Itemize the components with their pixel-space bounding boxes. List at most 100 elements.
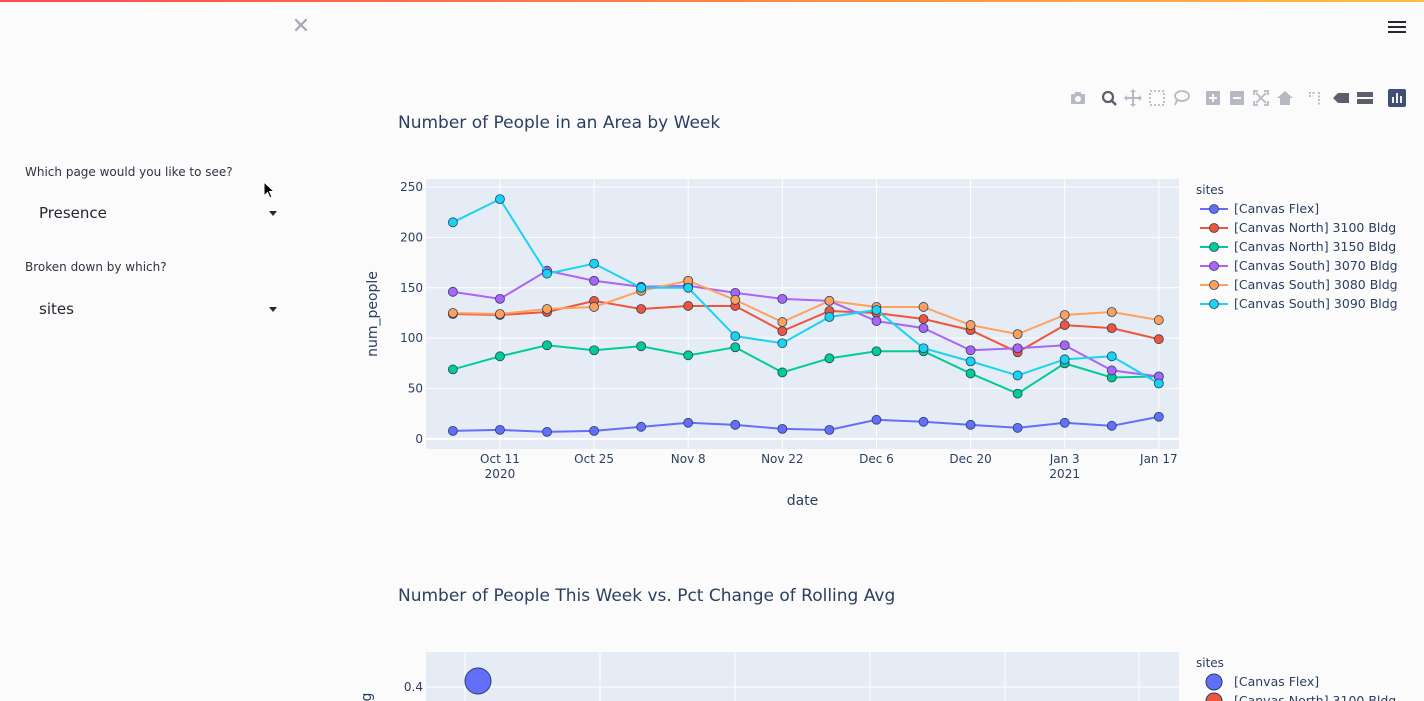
data-point	[871, 316, 882, 326]
data-point	[871, 302, 882, 312]
data-point	[636, 281, 647, 292]
y-tick-label: 50	[408, 382, 423, 396]
series-line	[452, 344, 1159, 395]
data-point	[495, 310, 505, 320]
legend-entry: [Canvas South] 3080 Bldg	[1234, 277, 1398, 292]
legend-marker	[1209, 242, 1219, 252]
data-point	[683, 417, 694, 428]
data-point	[1106, 420, 1117, 431]
page-select-value: Presence	[39, 204, 107, 222]
data-point	[1012, 370, 1023, 381]
data-point	[542, 265, 552, 276]
data-point	[542, 426, 552, 437]
x-axis-title: date	[787, 493, 819, 509]
breakdown-select[interactable]: sites	[25, 294, 285, 326]
data-point	[1012, 388, 1023, 399]
data-point	[965, 320, 976, 330]
data-point	[918, 302, 929, 312]
x-tick-label: Oct 11	[480, 452, 520, 466]
y-axis-title-2: g	[359, 693, 375, 701]
legend-entry: [Canvas North] 3100 Bldg	[1234, 220, 1396, 235]
legend-marker	[1209, 204, 1219, 214]
y-axis-title: num_people	[365, 271, 381, 357]
y-tick-label: 250	[400, 180, 423, 194]
data-point	[777, 326, 788, 337]
x-tick-label: Dec 6	[859, 452, 894, 466]
box-select-icon[interactable]	[1147, 88, 1167, 108]
zoom-out-icon[interactable]	[1227, 88, 1247, 108]
top-decoration-bar	[0, 0, 1424, 2]
data-point	[1059, 310, 1070, 320]
y-tick-label: 0	[415, 432, 423, 446]
plot-area	[426, 179, 1179, 449]
legend-title-2: sites	[1196, 656, 1224, 670]
x-tick-label: Dec 20	[949, 452, 991, 466]
hamburger-menu-icon[interactable]	[1386, 18, 1408, 38]
legend-marker-2	[1205, 692, 1223, 701]
lasso-select-icon[interactable]	[1171, 88, 1191, 108]
data-point	[965, 368, 976, 379]
data-point	[824, 312, 835, 322]
data-point	[777, 423, 788, 434]
legend-marker	[1209, 280, 1219, 290]
data-point	[589, 258, 599, 269]
data-point	[730, 301, 741, 311]
data-point	[636, 282, 647, 293]
data-point	[777, 293, 788, 304]
data-point	[1106, 372, 1117, 383]
data-point	[918, 323, 929, 334]
data-point	[965, 419, 976, 430]
plotly-logo-icon[interactable]	[1387, 88, 1407, 108]
series-line	[452, 299, 1160, 354]
zoom-icon[interactable]	[1099, 88, 1119, 108]
x-tick-label: Nov 22	[761, 452, 804, 466]
data-point	[777, 338, 788, 349]
data-point	[542, 307, 552, 317]
data-point	[730, 342, 741, 353]
mouse-pointer-icon	[263, 181, 275, 199]
chart-title: Number of People in an Area by Week	[398, 113, 721, 133]
plot-area-2	[426, 652, 1179, 701]
chevron-down-icon	[269, 307, 277, 312]
y-tick-label: 150	[400, 281, 423, 295]
data-point	[918, 343, 929, 354]
data-point	[636, 304, 647, 314]
series-line	[452, 415, 1160, 433]
data-point	[447, 309, 458, 319]
data-point	[871, 346, 882, 357]
data-point	[1012, 422, 1023, 433]
chevron-down-icon	[269, 211, 277, 216]
reset-axes-icon[interactable]	[1275, 88, 1295, 108]
data-point	[683, 280, 694, 291]
data-point	[683, 275, 694, 286]
data-point	[589, 296, 599, 306]
series-line	[452, 269, 1159, 378]
pan-icon[interactable]	[1123, 88, 1143, 108]
data-point	[542, 304, 552, 314]
legend-entry: [Canvas Flex]	[1234, 201, 1319, 216]
camera-icon[interactable]	[1068, 88, 1088, 108]
autoscale-icon[interactable]	[1251, 88, 1271, 108]
legend-entry: [Canvas South] 3090 Bldg	[1234, 296, 1398, 311]
data-point	[1012, 347, 1023, 358]
close-icon[interactable]: ✕	[291, 14, 311, 39]
hover-closest-icon[interactable]	[1331, 88, 1351, 108]
data-point	[1106, 307, 1117, 317]
data-point	[495, 424, 505, 435]
data-point	[1059, 417, 1070, 428]
page-select[interactable]: Presence	[25, 198, 285, 230]
spike-lines-icon[interactable]	[1305, 88, 1325, 108]
y-tick-label-2: 0.4	[404, 680, 423, 694]
data-point	[1153, 371, 1164, 382]
data-point	[824, 424, 835, 435]
data-point	[1106, 351, 1117, 362]
data-point	[965, 345, 976, 356]
data-point	[730, 331, 741, 342]
zoom-in-icon[interactable]	[1203, 88, 1223, 108]
legend-entry: [Canvas North] 3150 Bldg	[1234, 239, 1396, 254]
data-point	[1059, 340, 1070, 351]
data-point	[824, 296, 835, 306]
data-point	[589, 302, 599, 312]
scatter-point	[464, 667, 492, 695]
hover-compare-icon[interactable]	[1355, 88, 1375, 108]
